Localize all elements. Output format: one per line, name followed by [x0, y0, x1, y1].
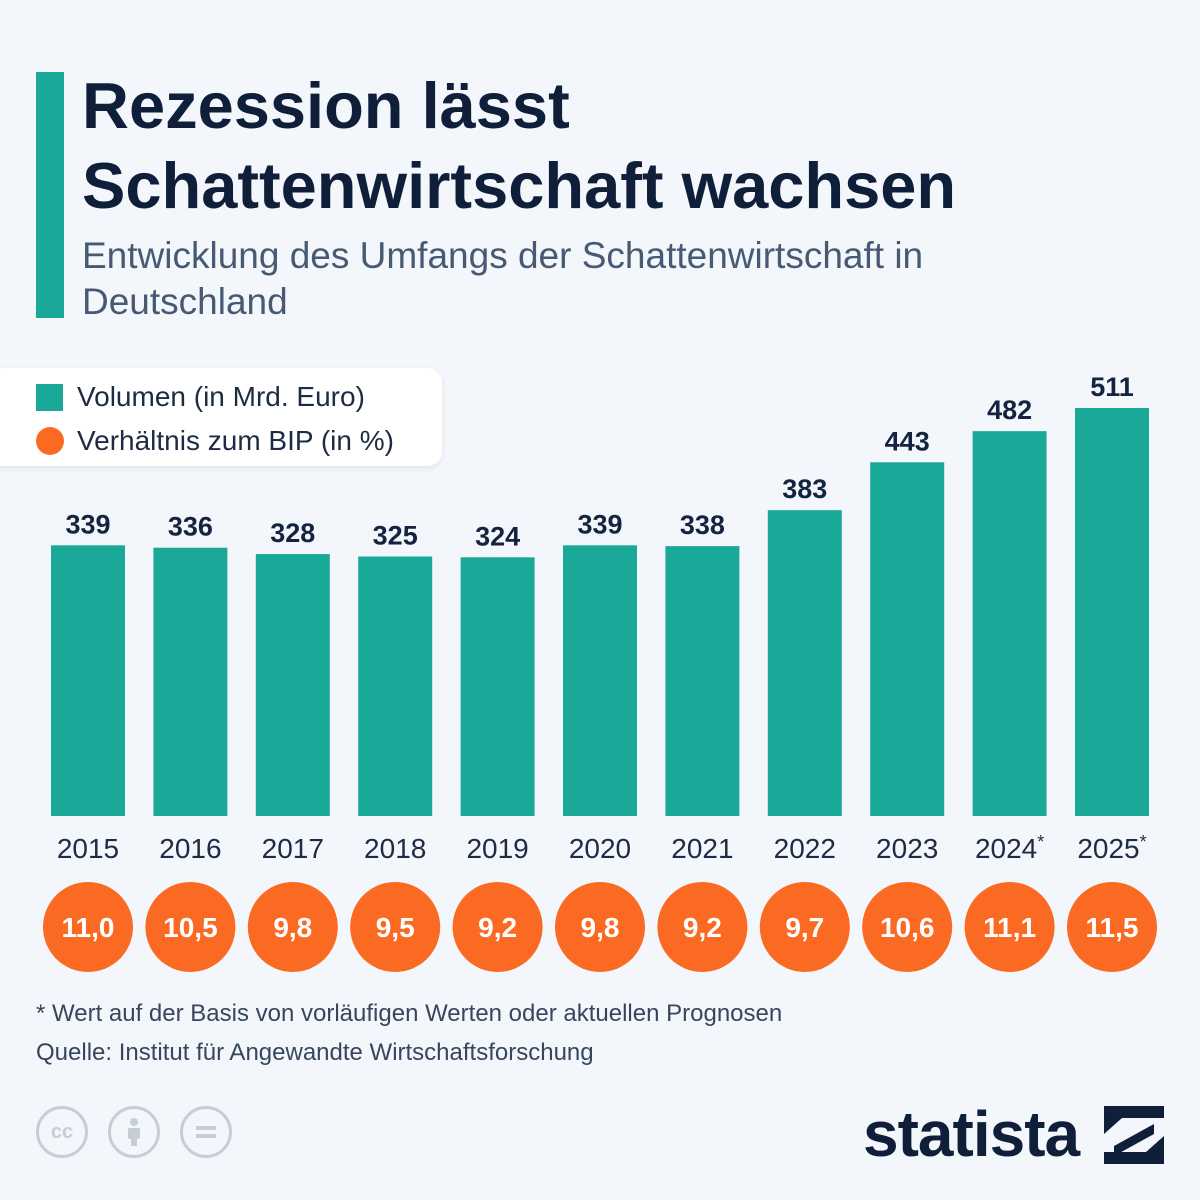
bar-value-label: 339 — [577, 509, 622, 539]
page-title: Rezession lässt Schattenwirtschaft wachs… — [82, 69, 957, 222]
bar — [563, 545, 637, 816]
bar-value-label: 443 — [885, 426, 930, 456]
bar-chart: 339 2015 11,0 336 2016 10,5 328 2017 9,8 325 2018 9… — [43, 372, 1157, 972]
legend-item-ratio: Verhältnis zum BIP (in %) — [36, 423, 394, 459]
legend: Volumen (in Mrd. Euro) Verhältnis zum BI… — [0, 368, 442, 466]
ratio-value-label: 9,2 — [478, 912, 517, 943]
bar — [1075, 408, 1149, 816]
bar — [972, 431, 1047, 816]
no-derivatives-icon[interactable] — [180, 1106, 232, 1158]
bar-value-label: 511 — [1090, 372, 1134, 402]
ratio-circle — [759, 882, 850, 972]
category-label: 2015 — [57, 833, 119, 864]
ratio-circle — [555, 882, 645, 972]
bar-value-label: 328 — [270, 518, 315, 548]
source-note: Quelle: Institut für Angewandte Wirtscha… — [36, 1039, 594, 1066]
category-label: 2022 — [774, 833, 836, 864]
category-label: 2017 — [262, 833, 324, 864]
legend-item-volume: Volumen (in Mrd. Euro) — [36, 379, 365, 415]
legend-square-icon — [36, 383, 63, 411]
ratio-value-label: 11,0 — [62, 912, 115, 943]
cc-icon[interactable]: cc — [36, 1106, 88, 1158]
bar — [358, 556, 433, 816]
bar-value-label: 339 — [65, 509, 110, 539]
bar-value-label: 383 — [782, 474, 827, 504]
ratio-value-label: 9,7 — [785, 912, 824, 943]
ratio-value-label: 10,5 — [163, 912, 218, 943]
ratio-circle — [657, 882, 748, 972]
category-label: 2020 — [569, 833, 631, 864]
bar-value-label: 336 — [168, 512, 213, 542]
ratio-value-label: 9,2 — [683, 912, 722, 943]
category-label: 2025* — [1077, 832, 1146, 864]
category-label: 2018 — [364, 833, 426, 864]
ratio-circle — [350, 882, 441, 972]
category-label: 2024* — [975, 832, 1044, 864]
title-accent-bar — [36, 72, 64, 318]
category-label: 2016 — [159, 833, 221, 864]
ratio-value-label: 9,8 — [273, 912, 312, 943]
bar — [460, 557, 535, 816]
bar — [870, 462, 945, 816]
ratio-circle — [145, 882, 236, 972]
bar-value-label: 482 — [987, 395, 1032, 425]
ratio-circle — [1067, 882, 1157, 972]
ratio-circle — [43, 882, 133, 972]
statista-logo-icon — [1104, 1106, 1164, 1164]
license-icons: cc — [36, 1106, 252, 1158]
category-label: 2021 — [671, 833, 733, 864]
bar — [665, 546, 740, 816]
attribution-icon[interactable] — [108, 1106, 160, 1158]
ratio-value-label: 11,5 — [1086, 912, 1139, 943]
bar — [51, 545, 125, 816]
ratio-circle — [862, 882, 953, 972]
category-label: 2023 — [876, 833, 938, 864]
bar-value-label: 325 — [373, 521, 418, 551]
category-label: 2019 — [466, 833, 528, 864]
ratio-circle — [247, 882, 338, 972]
ratio-value-label: 9,8 — [581, 912, 620, 943]
brand-wordmark[interactable]: statista — [863, 1098, 1080, 1170]
legend-label-volume: Volumen (in Mrd. Euro) — [77, 381, 365, 412]
bar-value-label: 324 — [475, 521, 520, 551]
ratio-value-label: 10,6 — [880, 912, 935, 943]
bar-value-label: 338 — [680, 510, 725, 540]
footnote: * Wert auf der Basis von vorläufigen Wer… — [36, 1000, 783, 1027]
ratio-value-label: 11,1 — [983, 912, 1036, 943]
bar — [767, 510, 842, 816]
bar — [153, 547, 228, 816]
ratio-circle — [964, 882, 1055, 972]
ratio-value-label: 9,5 — [376, 912, 415, 943]
page-subtitle: Entwicklung des Umfangs der Schattenwirt… — [82, 235, 924, 322]
legend-circle-icon — [36, 427, 64, 455]
bar — [255, 554, 330, 816]
legend-label-ratio: Verhältnis zum BIP (in %) — [77, 425, 394, 456]
ratio-circle — [452, 882, 543, 972]
